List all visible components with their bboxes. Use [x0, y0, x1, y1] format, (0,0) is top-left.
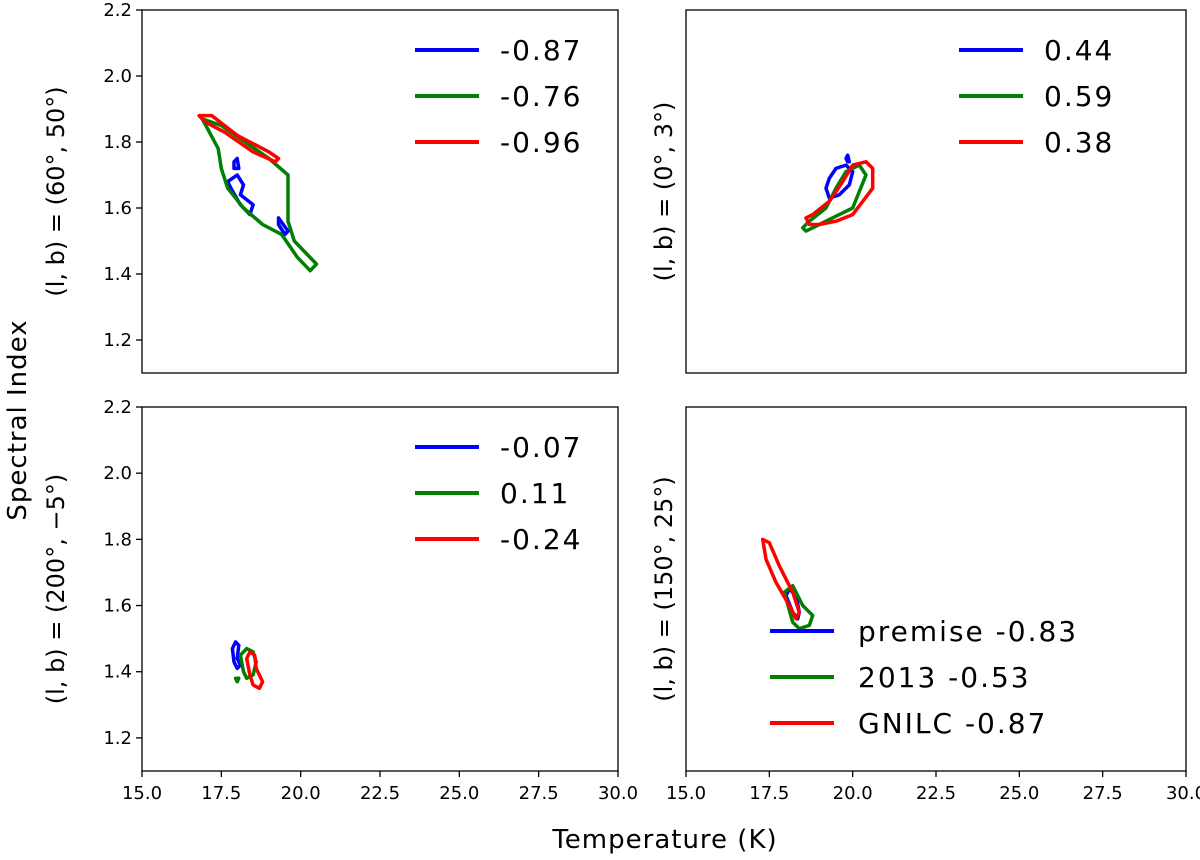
contour-series-3-1	[760, 537, 802, 621]
y-tick-label: 2.2	[103, 0, 132, 21]
panel-3: 1.2 1.4 1.6 1.8 2.0 2.2 15.0 17.5 20.0 22.5 25.0 27…	[42, 397, 638, 804]
contour-series-1-1	[232, 156, 241, 171]
legend: 0.44 0.59 0.38	[959, 34, 1114, 159]
x-tick-label: 15.0	[666, 783, 706, 804]
panel-y-label: (l, b) = (150°, 25°)	[650, 476, 678, 702]
legend-label-2: -0.76	[500, 80, 582, 113]
y-tick-label: 2.0	[103, 463, 132, 484]
x-tick-label: 25.0	[439, 783, 479, 804]
contour-series-1-1	[230, 640, 243, 671]
contour-layer	[230, 640, 265, 691]
y-tick-label: 2.0	[103, 66, 132, 87]
panel-4: 15.0 17.5 20.0 22.5 25.0 27.5 30.0 (l, b) = (15…	[650, 406, 1200, 804]
y-tick-label: 1.6	[103, 596, 132, 617]
x-tick-label: 25.0	[999, 783, 1039, 804]
x-tick-label: 30.0	[1166, 783, 1200, 804]
legend-label-1: -0.07	[500, 431, 582, 464]
x-tick-label: 15.0	[122, 783, 162, 804]
y-tick-label: 1.6	[103, 198, 132, 219]
legend-label-2: 2013 -0.53	[858, 661, 1031, 694]
contour-layer	[800, 153, 875, 233]
panel-2: (l, b) = (0°, 3°) 0.44 0.59 0.38	[650, 9, 1187, 374]
x-tick-label: 22.5	[360, 783, 400, 804]
y-tick-label: 1.2	[103, 728, 132, 749]
legend-label-1: premise -0.83	[858, 615, 1078, 648]
panel-y-label: (l, b) = (60°, 50°)	[42, 86, 70, 296]
axes-frame	[141, 9, 619, 374]
legend-label-3: 0.38	[1044, 126, 1114, 159]
legend-label-1: 0.44	[1044, 34, 1114, 67]
legend: -0.07 0.11 -0.24	[415, 431, 582, 556]
x-tick-label: 27.5	[1083, 783, 1123, 804]
panel-y-label: (l, b) = (0°, 3°)	[650, 102, 678, 282]
contour-series-2-1	[782, 583, 815, 631]
legend-label-3: -0.96	[500, 126, 582, 159]
contour-series-1-3	[276, 216, 290, 237]
x-tick-label: 30.0	[598, 783, 638, 804]
contour-series-3-1	[197, 113, 281, 164]
figure-y-axis-title: Spectral Index	[3, 319, 33, 520]
legend-label-1: -0.87	[500, 34, 582, 67]
panel-1: 1.2 1.4 1.6 1.8 2.0 2.2 (l, b) = (60°, 50°) -0.…	[42, 0, 619, 374]
contour-series-3-1	[244, 650, 265, 691]
contour-series-2-2	[233, 676, 241, 684]
y-tick-label: 1.8	[103, 529, 132, 550]
axes-frame	[685, 9, 1187, 374]
legend-label-3: GNILC -0.87	[858, 707, 1047, 740]
x-tick-label: 20.0	[281, 783, 321, 804]
x-tick-label: 20.0	[833, 783, 873, 804]
panels-layer: 1.2 1.4 1.6 1.8 2.0 2.2 (l, b) = (60°, 50°) -0.…	[42, 0, 1200, 804]
contour-layer	[760, 537, 815, 631]
contour-series-1-2	[844, 153, 852, 164]
panel-y-label: (l, b) = (200°, −5°)	[42, 474, 70, 704]
y-tick-label: 1.2	[103, 330, 132, 351]
contour-series-3-1	[804, 160, 875, 227]
x-tick-label: 27.5	[519, 783, 559, 804]
x-tick-label: 22.5	[916, 783, 956, 804]
y-tick-label: 2.2	[103, 397, 132, 418]
contour-series-2-1	[200, 117, 319, 273]
legend: premise -0.83 2013 -0.53 GNILC -0.87	[770, 615, 1078, 740]
x-tick-label: 17.5	[201, 783, 241, 804]
y-tick-label: 1.4	[103, 662, 132, 683]
contour-layer	[197, 113, 319, 273]
y-tick-label: 1.4	[103, 264, 132, 285]
figure-x-axis-title: Temperature (K)	[551, 825, 777, 855]
y-tick-label: 1.8	[103, 132, 132, 153]
legend-label-2: 0.11	[500, 477, 570, 510]
legend-label-2: 0.59	[1044, 80, 1114, 113]
x-tick-label: 17.5	[749, 783, 789, 804]
legend-label-3: -0.24	[500, 523, 582, 556]
legend: -0.87 -0.76 -0.96	[415, 34, 582, 159]
